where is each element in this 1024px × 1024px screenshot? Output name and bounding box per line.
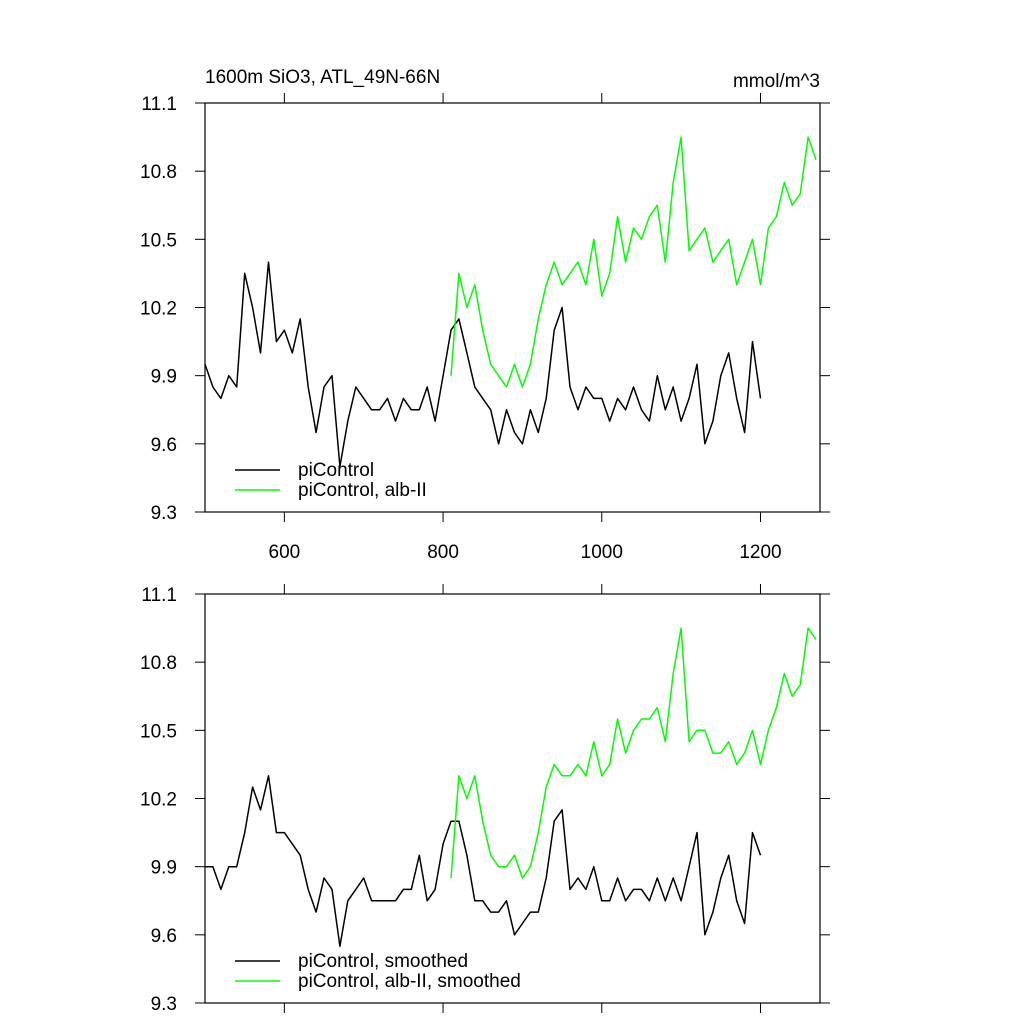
data-line <box>205 775 762 947</box>
x-tick-label: 600 <box>269 542 301 563</box>
data-line <box>450 627 817 879</box>
y-tick-label: 9.6 <box>151 926 177 947</box>
chart-title: 1600m SiO3, ATL_49N-66N <box>205 67 440 88</box>
data-line <box>204 261 762 468</box>
x-tick-label: 1200 <box>739 542 781 563</box>
plot-frame <box>204 102 821 513</box>
y-tick-label: 9.3 <box>151 503 177 524</box>
legend-label: piControl <box>298 460 374 481</box>
y-tick-label: 9.3 <box>151 994 177 1015</box>
legend-label: piControl, alb-II <box>298 480 427 501</box>
y-tick-label: 9.9 <box>151 367 177 388</box>
y-tick-label: 10.5 <box>140 721 177 742</box>
y-tick-label: 9.9 <box>151 858 177 879</box>
units-label: mmol/m^3 <box>733 71 820 92</box>
data-line <box>450 136 817 388</box>
y-tick-label: 10.8 <box>140 653 177 674</box>
y-tick-label: 10.2 <box>140 790 177 811</box>
y-tick-label: 10.8 <box>140 162 177 183</box>
y-tick-label: 11.1 <box>141 94 177 115</box>
legend-label: piControl, alb-II, smoothed <box>298 971 521 992</box>
y-tick-label: 9.6 <box>151 435 177 456</box>
y-tick-label: 10.2 <box>140 299 177 320</box>
y-tick-label: 10.5 <box>140 230 177 251</box>
x-tick-label: 800 <box>427 542 459 563</box>
legend-label: piControl, smoothed <box>298 951 468 972</box>
plot-frame <box>204 593 821 1004</box>
y-tick-label: 11.1 <box>141 585 177 606</box>
x-tick-label: 1000 <box>581 542 623 563</box>
